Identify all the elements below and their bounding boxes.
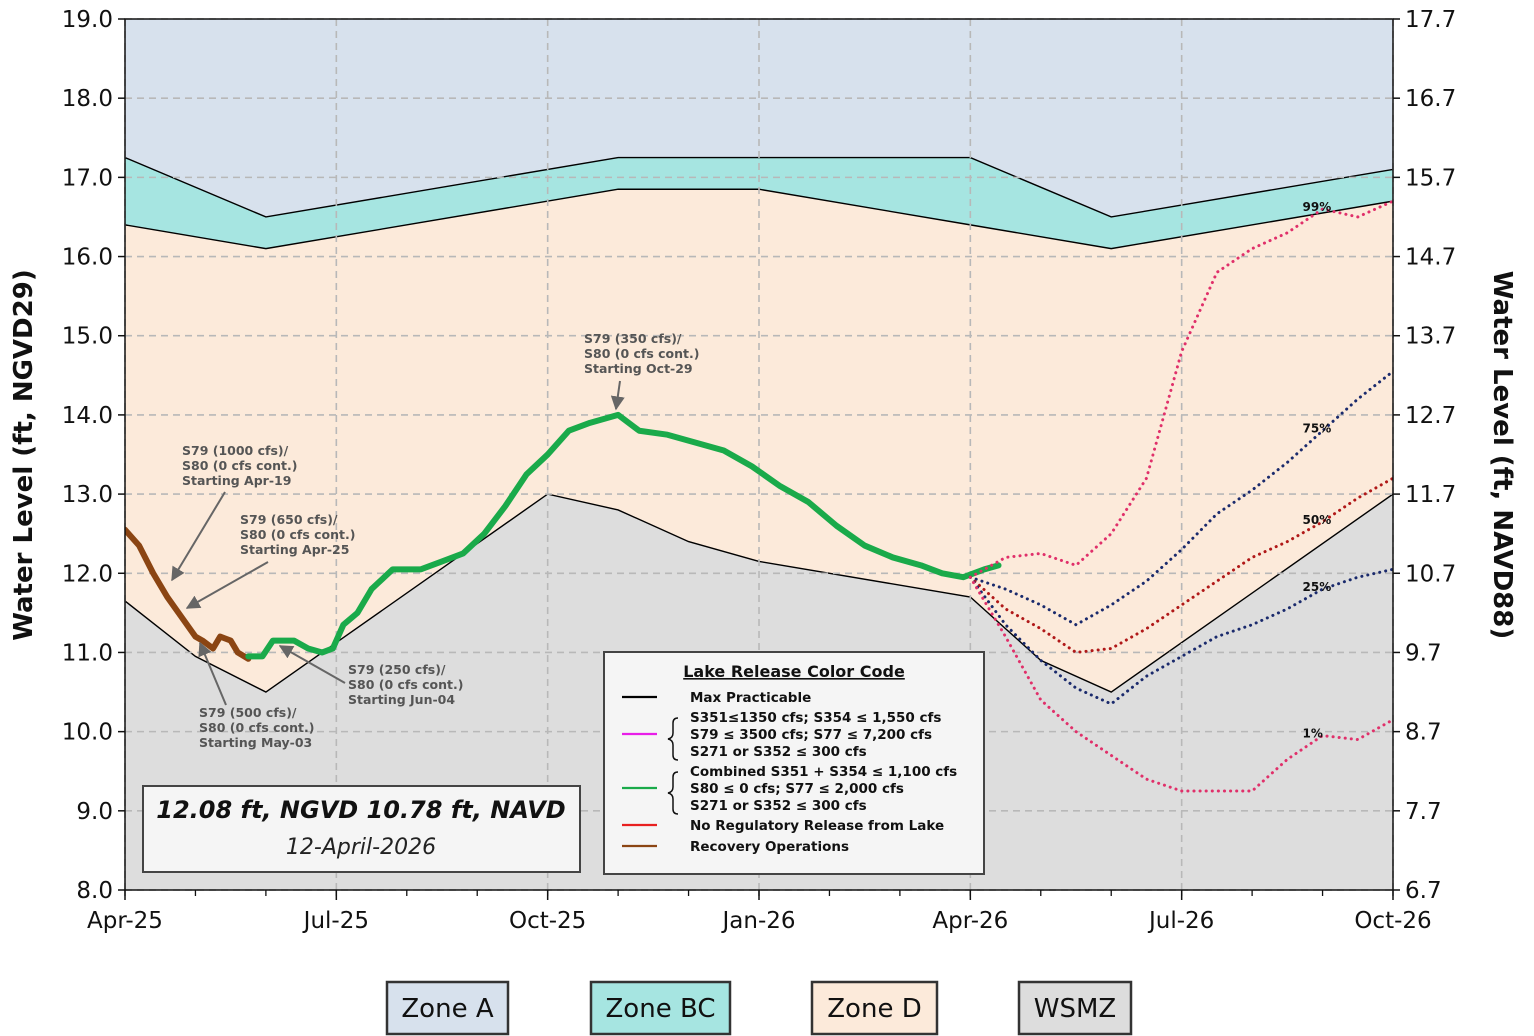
y-tick-label: 15.0 [62, 324, 113, 350]
annotation-text: S79 (350 cfs)/ [584, 331, 682, 346]
legend: Lake Release Color Code Max Practicable S… [603, 651, 985, 875]
annotation-text: S80 (0 cfs cont.) [348, 677, 464, 692]
y2-axis-label: Water Level (ft, NAVD88) [1487, 271, 1517, 639]
zone-legend-label: Zone D [827, 994, 921, 1024]
annotation-arrow [198, 641, 227, 706]
zone-boundary [125, 156, 1393, 218]
annotation-text: S79 (650 cfs)/ [240, 512, 338, 527]
annotation-text: Starting Jun-04 [348, 692, 455, 707]
y2-tick-label: 12.7 [1405, 403, 1456, 429]
y-tick-label: 18.0 [62, 86, 113, 112]
legend-text: S80 ≤ 0 cfs; S77 ≤ 2,000 cfs [690, 781, 904, 797]
plot-frame [124, 18, 1394, 891]
annotation-text: S80 (0 cfs cont.) [240, 527, 356, 542]
y2-tick-label: 9.7 [1405, 640, 1442, 666]
zone-boundary [125, 493, 1393, 693]
annotation-text: Starting May-03 [199, 735, 312, 750]
series-label: 25% [1303, 580, 1332, 594]
axes: 8.0 9.0 10.0 11.0 12.0 13.0 14.0 15.0 16.0 17.0 18… [62, 7, 1456, 934]
series-label: 1% [1303, 727, 1323, 741]
y2-tick-label: 11.7 [1405, 482, 1456, 508]
annotation-text: Starting Oct-29 [584, 361, 693, 376]
zone-fill [125, 157, 1393, 249]
y-tick-label: 13.0 [62, 482, 113, 508]
observed-line [125, 526, 252, 662]
zone-legend-label: WSMZ [1034, 994, 1116, 1024]
observed-line [245, 411, 1002, 660]
legend-entries: Max Practicable S351≤1350 cfs; S354 ≤ 1,5… [622, 690, 957, 855]
legend-brace [667, 717, 679, 761]
y-tick-label: 12.0 [62, 561, 113, 587]
x-tick-label: Jan-26 [720, 908, 795, 934]
forecast-line [968, 567, 1393, 706]
annotation-arrow [171, 491, 226, 582]
legend-text: S79 ≤ 3500 cfs; S77 ≤ 7,200 cfs [690, 727, 932, 743]
legend-text: S271 or S352 ≤ 300 cfs [690, 798, 867, 814]
series-label: 75% [1303, 422, 1332, 436]
legend-text: Recovery Operations [690, 839, 849, 855]
y-tick-label: 8.0 [76, 878, 113, 904]
y-tick-label: 11.0 [62, 640, 113, 666]
annotation-text: Starting Apr-19 [182, 473, 291, 488]
annotation-text: Starting Apr-25 [240, 542, 349, 557]
status-date: 12-April-2026 [286, 835, 436, 860]
legend-box [603, 651, 985, 875]
y2-tick-label: 10.7 [1405, 561, 1456, 587]
series-label: 50% [1303, 513, 1332, 527]
status-level: 12.08 ft, NGVD 10.78 ft, NAVD [156, 796, 565, 824]
x-tick-label: Jul-25 [302, 908, 369, 934]
zone-legend-box [1017, 980, 1133, 1036]
status-box: 12.08 ft, NGVD 10.78 ft, NAVD 12-April-2… [142, 785, 581, 873]
annotation-text: S80 (0 cfs cont.) [584, 346, 700, 361]
status-frame [142, 785, 581, 873]
y-tick-label: 19.0 [62, 7, 113, 33]
y-tick-label: 17.0 [62, 165, 113, 191]
y2-tick-label: 16.7 [1405, 86, 1456, 112]
annotation-text: S79 (1000 cfs)/ [182, 443, 289, 458]
annotation-arrow [185, 561, 269, 609]
legend-text: S271 or S352 ≤ 300 cfs [690, 744, 867, 760]
y2-tick-label: 13.7 [1405, 324, 1456, 350]
legend-text: S351≤1350 cfs; S354 ≤ 1,550 cfs [690, 710, 941, 726]
forecast-line [968, 575, 1393, 793]
y2-tick-label: 8.7 [1405, 720, 1442, 746]
series [125, 199, 1393, 793]
annotation-text: S80 (0 cfs cont.) [199, 720, 315, 735]
x-tick-label: Apr-25 [87, 908, 163, 934]
y2-tick-label: 7.7 [1405, 799, 1442, 825]
legend-title: Lake Release Color Code [683, 662, 905, 681]
y-tick-label: 10.0 [62, 720, 113, 746]
y2-tick-label: 14.7 [1405, 245, 1456, 271]
y2-tick-label: 17.7 [1405, 7, 1456, 33]
y-axis-label: Water Level (ft, NGVD29) [9, 269, 39, 640]
y-tick-label: 14.0 [62, 403, 113, 429]
legend-text: Max Practicable [690, 690, 811, 706]
forecast-line [968, 199, 1393, 579]
y2-tick-label: 15.7 [1405, 165, 1456, 191]
x-tick-label: Oct-25 [509, 908, 586, 934]
annotations: S79 (1000 cfs)/S80 (0 cfs cont.)Starting… [171, 331, 700, 750]
x-tick-label: Jul-26 [1147, 908, 1214, 934]
annotation-arrow [278, 645, 346, 684]
zone-legend-box [589, 980, 732, 1036]
zone-legend-box [810, 980, 939, 1036]
annotation-text: S79 (250 cfs)/ [348, 662, 446, 677]
legend-text: No Regulatory Release from Lake [690, 818, 944, 834]
series-label: 99% [1303, 200, 1332, 214]
x-tick-label: Apr-26 [932, 908, 1008, 934]
annotation-arrow [610, 380, 625, 411]
zone-legend-label: Zone A [401, 994, 493, 1024]
annotation-text: S80 (0 cfs cont.) [182, 458, 298, 473]
annotation-text: S79 (500 cfs)/ [199, 705, 297, 720]
y2-tick-label: 6.7 [1405, 878, 1442, 904]
x-tick-label: Oct-26 [1354, 908, 1431, 934]
legend-brace [667, 771, 679, 815]
zone-legend-label: Zone BC [606, 994, 716, 1024]
zone-legend: Zone A Zone BC Zone D WSMZ [385, 980, 1133, 1036]
y-tick-label: 16.0 [62, 245, 113, 271]
legend-text: Combined S351 + S354 ≤ 1,100 cfs [690, 764, 957, 780]
zone-legend-box [385, 980, 510, 1036]
y-tick-label: 9.0 [76, 799, 113, 825]
